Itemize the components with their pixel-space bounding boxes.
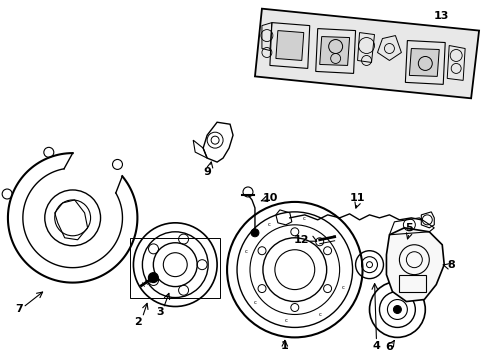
Text: c: c <box>341 285 344 290</box>
Text: c: c <box>332 234 335 239</box>
Text: 12: 12 <box>293 235 309 245</box>
Polygon shape <box>408 49 438 76</box>
Text: 9: 9 <box>203 167 211 177</box>
Text: c: c <box>319 312 322 317</box>
Text: c: c <box>253 301 256 305</box>
Text: 7: 7 <box>15 305 23 315</box>
Polygon shape <box>254 9 478 98</box>
Polygon shape <box>275 31 303 60</box>
Text: 11: 11 <box>349 193 365 203</box>
Text: 5: 5 <box>405 223 412 233</box>
Text: c: c <box>267 222 270 227</box>
Polygon shape <box>386 228 443 302</box>
Text: 3: 3 <box>156 307 164 318</box>
Text: 4: 4 <box>372 341 380 351</box>
Text: 8: 8 <box>447 260 454 270</box>
Text: c: c <box>302 216 305 221</box>
Bar <box>130 238 220 298</box>
Circle shape <box>393 306 401 314</box>
Text: c: c <box>284 318 287 323</box>
Text: 1: 1 <box>281 341 288 351</box>
Text: c: c <box>244 249 247 255</box>
Text: 10: 10 <box>262 193 277 203</box>
Text: 6: 6 <box>385 342 392 352</box>
Polygon shape <box>319 37 349 66</box>
Circle shape <box>148 273 158 283</box>
Circle shape <box>250 229 259 237</box>
Text: 13: 13 <box>433 11 448 21</box>
Text: 2: 2 <box>134 318 142 328</box>
